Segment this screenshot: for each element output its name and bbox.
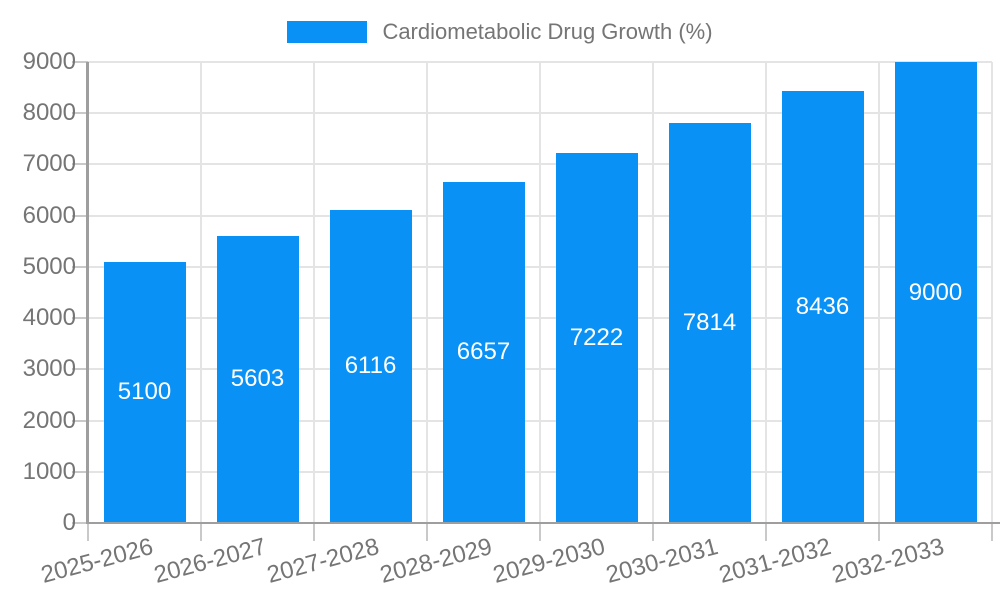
- y-axis-tick-label: 9000: [22, 48, 76, 75]
- bar-2025-2026[interactable]: 5100: [103, 261, 186, 523]
- y-axis-tick-label: 7000: [22, 150, 76, 178]
- bar-2029-2030[interactable]: 7222: [555, 153, 638, 523]
- bar-value-label: 7222: [569, 324, 624, 352]
- bar-value-label: 5603: [230, 365, 285, 393]
- y-axis-tick: [72, 112, 88, 115]
- chart-legend[interactable]: Cardiometabolic Drug Growth (%): [0, 19, 1000, 45]
- y-axis-tick-label: 1000: [22, 457, 76, 485]
- x-axis-tick: [426, 523, 428, 541]
- y-axis-tick: [72, 317, 88, 320]
- y-axis-tick-label: 2000: [22, 406, 76, 434]
- bar-value-label: 7814: [682, 308, 737, 336]
- bar-2026-2027[interactable]: 5603: [216, 236, 299, 523]
- bar-2028-2029[interactable]: 6657: [442, 182, 525, 523]
- bar-value-label: 6657: [456, 338, 511, 366]
- bar-value-label: 8436: [795, 292, 850, 320]
- x-axis-tick: [878, 523, 880, 541]
- bar-2031-2032[interactable]: 8436: [781, 90, 864, 523]
- y-axis-line: [86, 62, 89, 524]
- legend-swatch: [287, 21, 368, 43]
- gridline-vertical: [991, 62, 993, 523]
- bar-value-label: 9000: [908, 278, 963, 306]
- y-axis-tick: [72, 265, 88, 268]
- y-axis-tick: [72, 368, 88, 371]
- y-axis-tick-label: 0: [62, 509, 76, 536]
- y-axis-tick-label: 5000: [22, 252, 76, 280]
- y-axis-tick-label: 4000: [22, 304, 76, 332]
- x-axis-line: [86, 521, 1000, 524]
- y-axis-tick: [72, 214, 88, 217]
- bar-2032-2033[interactable]: 9000: [894, 62, 977, 523]
- bar-2030-2031[interactable]: 7814: [668, 122, 751, 523]
- gridline-vertical: [539, 62, 541, 523]
- gridline-vertical: [426, 62, 428, 523]
- gridline-vertical: [313, 62, 315, 523]
- x-axis-tick: [765, 523, 767, 541]
- x-axis-tick: [313, 523, 315, 541]
- x-axis-tick: [991, 523, 993, 541]
- gridline-vertical: [652, 62, 654, 523]
- gridline-vertical: [200, 62, 202, 523]
- x-axis-tick: [539, 523, 541, 541]
- y-axis-tick-label: 6000: [22, 201, 76, 229]
- bar-value-label: 6116: [344, 352, 397, 380]
- bar-2027-2028[interactable]: 6116: [329, 209, 412, 523]
- y-axis-tick: [72, 163, 88, 166]
- x-axis-tick: [87, 523, 89, 541]
- x-axis-tick: [652, 523, 654, 541]
- y-axis-tick: [72, 470, 88, 473]
- y-axis-tick-label: 8000: [22, 99, 76, 127]
- y-axis-tick-label: 3000: [22, 355, 76, 383]
- y-axis-tick: [72, 419, 88, 422]
- legend-label: Cardiometabolic Drug Growth (%): [382, 19, 713, 44]
- y-axis-tick: [72, 522, 88, 524]
- y-axis-tick: [72, 61, 88, 63]
- x-axis-tick: [200, 523, 202, 541]
- gridline-vertical: [878, 62, 880, 523]
- bar-value-label: 5100: [117, 378, 172, 406]
- gridline-vertical: [765, 62, 767, 523]
